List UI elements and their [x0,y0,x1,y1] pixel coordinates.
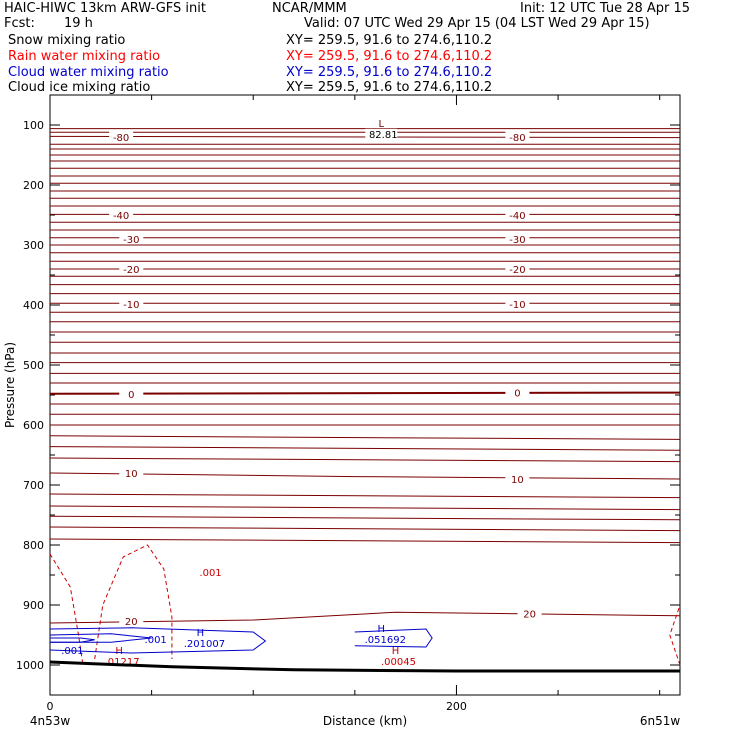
rain-max-marker: H [115,646,123,657]
min-marker: L [378,119,384,130]
min-label-bg [365,128,398,140]
field-xy-rain: XY= 259.5, 91.6 to 274.6,110.2 [286,49,493,64]
rain-contour [49,553,83,663]
isotherm-label: -20 [509,265,525,276]
isotherm-label: 0 [514,389,520,400]
isotherm-label: 20 [523,609,536,620]
y-axis-label: Pressure (hPa) [3,342,17,428]
isotherm-line [49,435,681,440]
cloud-water-max-value: .051692 [365,635,406,646]
isotherm-line [49,446,681,451]
isotherm-label: -30 [123,235,139,246]
rain-max-marker: H [392,646,400,657]
cloud-water-max-marker: H [197,628,205,639]
isotherm-label-bg [505,131,530,142]
rain-contour [669,604,681,666]
min-value: 82.81 [369,130,398,141]
isotherm-label-bg [119,615,144,627]
isotherm-label: 10 [511,475,524,486]
rain-max-value: .00045 [381,657,416,668]
cloud-water-contour [354,628,433,648]
x-left-endpoint-label: 4n53w [30,714,71,728]
y-tick-label: 1000 [16,659,44,672]
field-name-snow: Snow mixing ratio [8,33,126,48]
isotherm-label-bg [505,473,530,484]
isotherm-label-bg [505,297,530,309]
header-right-line1: Init: 12 UTC Tue 28 Apr 15 [520,1,691,16]
isotherm-label: 20 [125,617,138,628]
isotherm-label-bg [119,263,144,274]
y-tick-label: 100 [23,119,44,132]
y-tick-label: 600 [23,419,44,432]
cloud-water-max-value: .201007 [184,639,225,650]
cloud-water-contour [49,627,267,654]
isotherm-label: -40 [113,211,129,222]
cloud-water-contour-label: .001 [145,635,167,646]
field-name-cloud-water: Cloud water mixing ratio [8,65,169,80]
y-tick-label: 700 [23,479,44,492]
isotherm-0 [49,391,681,395]
valid-time: Valid: 07 UTC Wed 29 Apr 15 (04 LST Wed … [304,16,650,31]
header-center-line1: NCAR/MMM [272,1,347,16]
isotherm-label-bg [119,387,144,399]
isotherm--80 [49,135,681,139]
rain-contour-label: .001 [199,568,221,579]
isotherm-label: 0 [128,390,134,401]
cloud-water-contour-inner [50,637,95,643]
y-tick-label: 900 [23,599,44,612]
cloud-water-max-marker: H [377,624,385,635]
isotherm-label: -10 [123,300,139,311]
x-tick-label: 0 [47,700,54,713]
field-name-rain: Rain water mixing ratio [8,49,161,64]
isotherm-line [49,526,681,532]
y-tick-label: 200 [23,179,44,192]
x-tick-label: 200 [446,700,467,713]
isotherm-label: -40 [509,211,525,222]
isotherm-20 [49,611,681,624]
rain-max-value: .01217 [105,657,140,668]
field-xy-cloud-ice: XY= 259.5, 91.6 to 274.6,110.2 [286,80,493,95]
isotherm-line [49,457,681,463]
isotherm-label: -80 [113,133,129,144]
isotherm-label: -30 [509,235,525,246]
fcst-label: Fcst: [4,16,35,31]
y-tick-label: 800 [23,539,44,552]
fcst-value: 19 h [64,16,93,31]
y-tick-label: 500 [23,359,44,372]
isotherm-label: -80 [509,133,525,144]
isotherm-label-bg [109,209,134,220]
field-xy-cloud-water: XY= 259.5, 91.6 to 274.6,110.2 [286,65,493,80]
isotherm-label-bg [119,233,144,244]
x-right-endpoint-label: 6n51w [640,714,681,728]
isotherm-10 [49,472,681,480]
isotherm-line [49,515,681,521]
isotherm-label-bg [505,386,530,398]
isotherm-line [49,538,681,544]
field-xy-snow: XY= 259.5, 91.6 to 274.6,110.2 [286,33,493,48]
rain-contour [94,544,173,660]
y-tick-label: 300 [23,239,44,252]
isotherm-label-bg [505,209,530,220]
x-axis-label: Distance (km) [323,714,407,728]
isotherm-label-bg [119,467,144,478]
terrain-line [49,660,680,673]
isotherm-label-bg [505,233,530,244]
isotherm-line [49,493,681,499]
field-name-cloud-ice: Cloud ice mixing ratio [8,80,151,95]
plot-frame [49,94,681,696]
isotherm-label-bg [505,263,530,274]
cloud-water-contour-inner [49,633,152,643]
isotherm-label-bg [109,131,134,142]
cloud-water-contour-label: .001 [61,646,83,657]
isotherm-label: 10 [125,469,138,480]
isotherm-label: -20 [123,265,139,276]
header-left-line1: HAIC-HIWC 13km ARW-GFS init [4,1,206,16]
isotherm-label-bg [517,607,542,619]
isotherm-label: -10 [509,300,525,311]
isotherm-line [49,505,681,511]
isotherm-label-bg [119,297,144,309]
y-tick-label: 400 [23,299,44,312]
